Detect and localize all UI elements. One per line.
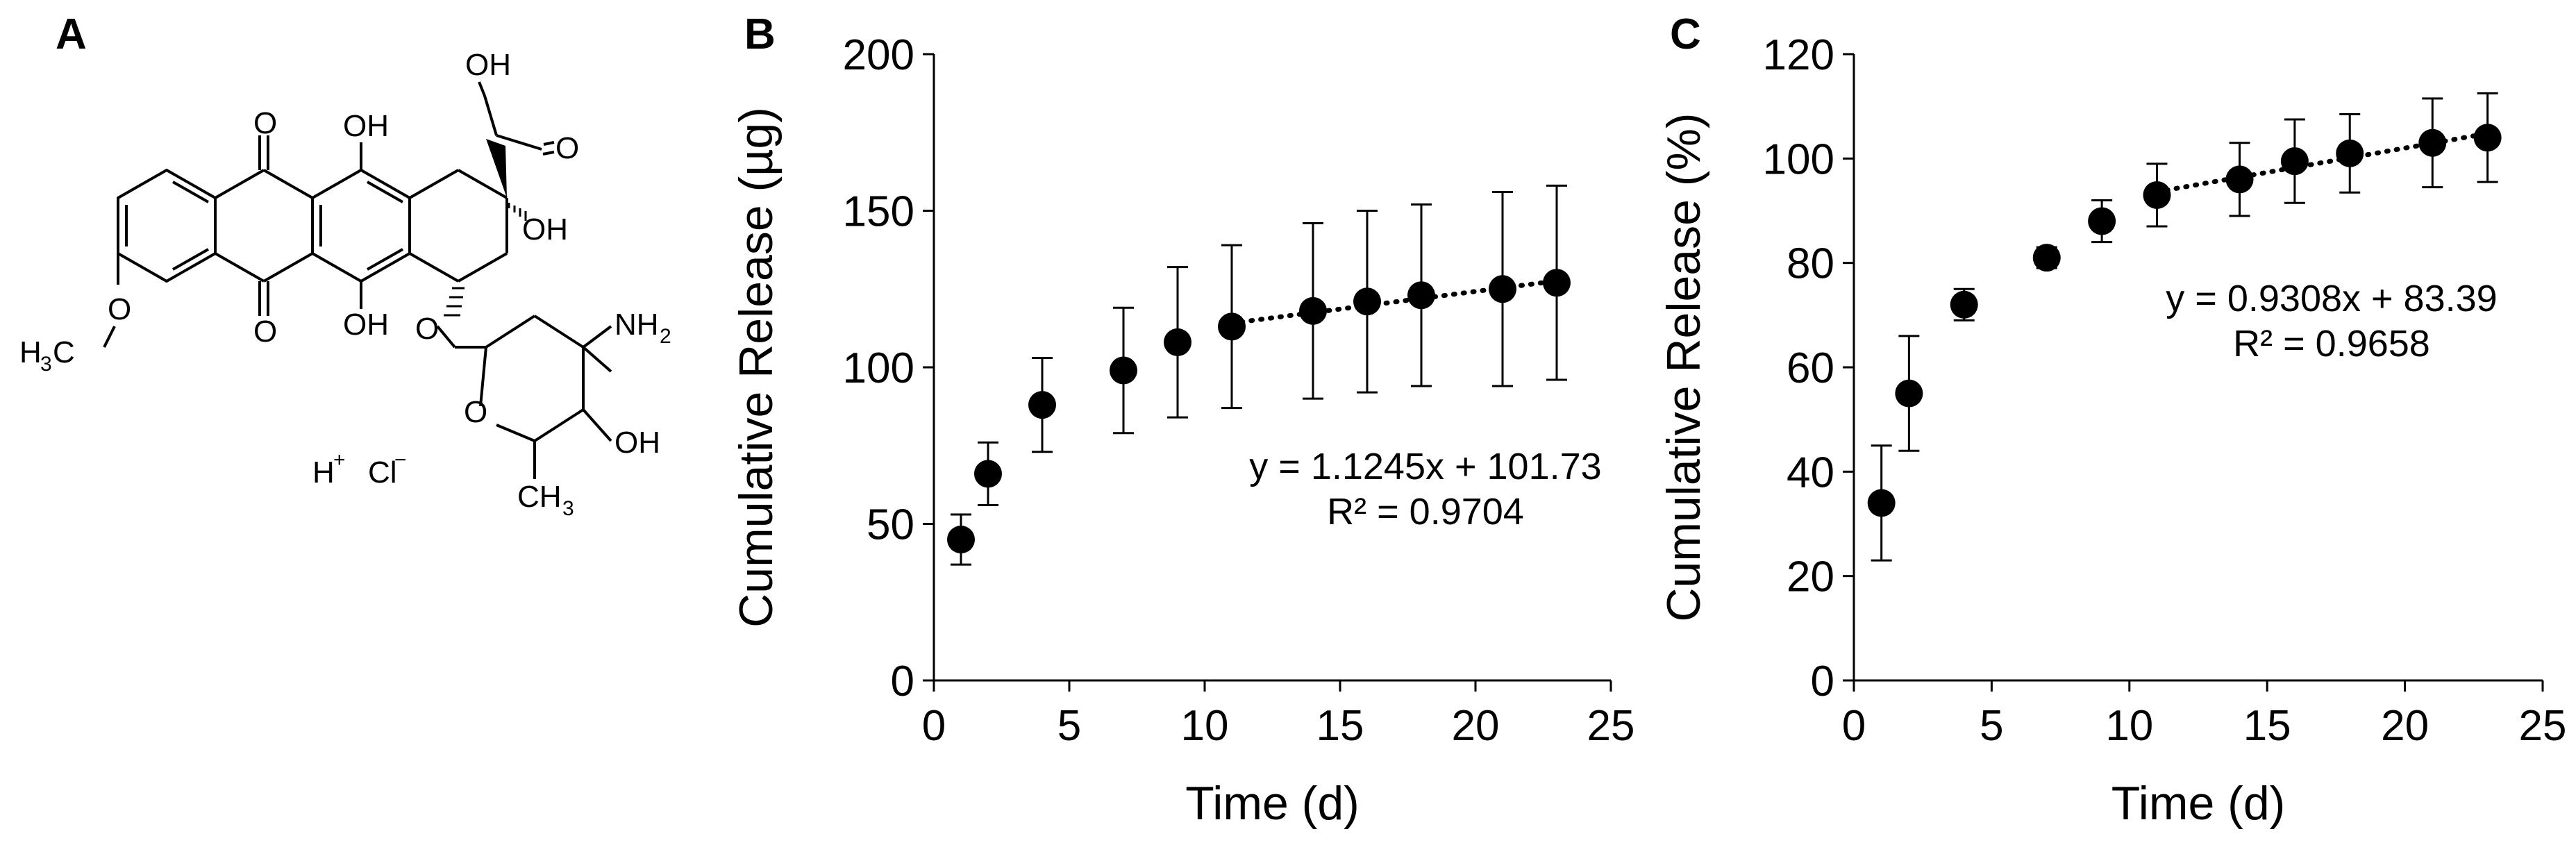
chart-b-data-point <box>1407 281 1435 310</box>
chart-c-data-point <box>2280 147 2309 176</box>
chart-c-y-tick-label: 60 <box>1787 344 1834 392</box>
chart-c-data-point <box>1950 290 1978 319</box>
chart-c-y-tick-label: 100 <box>1763 135 1834 183</box>
amine-nh: NH <box>614 308 659 342</box>
chart-b-x-axis-title: Time (d) <box>1185 777 1360 830</box>
atom-oh-top: OH <box>343 109 389 143</box>
methyl-c: C <box>53 335 75 369</box>
chart-b-data-point <box>1299 296 1327 325</box>
panel-a-structure: A <box>19 10 671 520</box>
atom-oh-sugar: OH <box>614 426 660 460</box>
chart-c-data-point <box>2143 181 2171 209</box>
structure-bonds <box>103 81 612 479</box>
panel-letter-a: A <box>56 10 87 58</box>
panel-b-chart: B 0 50 100 150 200 0 5 10 15 20 25 Time (d) Cumulati… <box>730 10 1634 830</box>
chart-c-x-tick-label: 25 <box>2519 702 2567 750</box>
proton-sup: + <box>333 449 346 471</box>
methyl-ch3: CH 3 <box>517 480 574 520</box>
atom-oh-ring: OH <box>522 212 568 246</box>
chart-b-data-point <box>1543 269 1571 297</box>
wedge-bond <box>486 139 507 198</box>
chart-b-y-tick-label: 150 <box>843 188 914 236</box>
methyl-h: H <box>19 335 42 369</box>
amine-sub: 2 <box>660 325 671 348</box>
chart-b-data-point <box>1110 356 1137 385</box>
atom-o-bottom: O <box>253 315 277 349</box>
chart-c-x-tick-label: 15 <box>2243 702 2291 750</box>
chart-b-data-point <box>1028 391 1056 419</box>
atom-o-methoxy: O <box>108 292 131 326</box>
chart-b-x-tick-label: 25 <box>1587 702 1635 750</box>
chart-c-data-point <box>2336 139 2364 167</box>
chart-c-data-point <box>2088 207 2116 235</box>
structure-labels: O OH OH O OH O OH O H 3 C O O NH 2 OH CH… <box>19 48 671 520</box>
chart-b-r-squared: R² = 0.9704 <box>1327 491 1524 533</box>
chart-b-y-axis-title: Cumulative Release (µg) <box>730 107 783 628</box>
chart-c-data-point <box>2418 128 2447 157</box>
panel-letter-c: C <box>1670 10 1701 58</box>
amine-nh2: NH 2 <box>614 308 671 348</box>
proton-h: H <box>312 455 335 490</box>
methyl-sub: 3 <box>40 353 52 376</box>
chart-c-y-tick-label: 120 <box>1763 31 1834 79</box>
chart-b-data-point <box>974 460 1002 488</box>
atom-o-top: O <box>253 106 277 140</box>
chart-b-data-point <box>1218 312 1246 341</box>
chart-b-x-tick-label: 10 <box>1181 702 1229 750</box>
atom-o-ketone: O <box>555 131 579 165</box>
chart-c-data-point <box>1895 379 1923 408</box>
chart-c-x-axis-title: Time (d) <box>2111 777 2286 830</box>
chart-c-x-tick-label: 20 <box>2381 702 2429 750</box>
chart-b-x-tick-label: 15 <box>1316 702 1364 750</box>
chart-b-x-tick-label: 5 <box>1057 702 1081 750</box>
chart-b-y-tick-label: 0 <box>891 658 914 705</box>
chart-b-equation: y = 1.1245x + 101.73 <box>1249 446 1601 487</box>
chart-c-data-point <box>1867 489 1896 517</box>
stereo-bonds <box>444 139 527 317</box>
chart-b-data-point <box>1489 275 1516 303</box>
hashed-bond-glyco <box>444 287 465 317</box>
chart-c-x-tick-label: 5 <box>1980 702 2003 750</box>
hashed-bond-oh <box>508 203 527 221</box>
chloride-cl: Cl <box>368 455 397 490</box>
atom-o-glyco: O <box>415 312 439 346</box>
panel-letter-b: B <box>744 10 776 58</box>
chart-b-y-tick-label: 50 <box>867 501 914 549</box>
chart-b-data-point <box>1353 287 1381 316</box>
methyl-ch-sub: 3 <box>562 497 574 520</box>
chart-c-data-point <box>2225 165 2254 194</box>
chart-b-x-tick-label: 0 <box>922 702 946 750</box>
chart-b-y-tick-label: 100 <box>843 344 914 392</box>
chart-b-data-point <box>947 526 975 554</box>
chart-b-y-tick-label: 200 <box>843 31 914 79</box>
methyl-ch: CH <box>517 480 562 514</box>
chart-c-y-tick-label: 80 <box>1787 240 1834 288</box>
chart-c-y-tick-label: 40 <box>1787 449 1834 496</box>
chart-c-y-tick-label: 20 <box>1787 553 1834 601</box>
panel-c-chart: C 0 20 40 60 80 100 120 0 5 10 15 20 25 Time (d) Cumul… <box>1657 10 2566 830</box>
hydrochloride-label: H + Cl − <box>312 449 407 490</box>
chart-c-x-tick-label: 10 <box>2105 702 2153 750</box>
atom-oh-ch2: OH <box>465 48 511 82</box>
chart-c-equation: y = 0.9308x + 83.39 <box>2166 278 2497 319</box>
atom-oh-bottom: OH <box>343 308 389 342</box>
atom-o-sugar-ring: O <box>464 395 487 429</box>
chart-c-x-tick-label: 0 <box>1842 702 1866 750</box>
chloride-sup: − <box>394 449 407 471</box>
methyl-h3c: H 3 C <box>19 335 75 376</box>
chart-b-x-tick-label: 20 <box>1452 702 1500 750</box>
chart-c-y-tick-label: 0 <box>1811 658 1834 705</box>
chart-c-y-axis-title: Cumulative Release (%) <box>1657 112 1710 621</box>
chart-c-data-point <box>2032 244 2061 272</box>
chart-c-data-point <box>2473 124 2502 152</box>
chart-c-r-squared: R² = 0.9658 <box>2233 323 2430 365</box>
chart-b-data-point <box>1164 328 1191 356</box>
